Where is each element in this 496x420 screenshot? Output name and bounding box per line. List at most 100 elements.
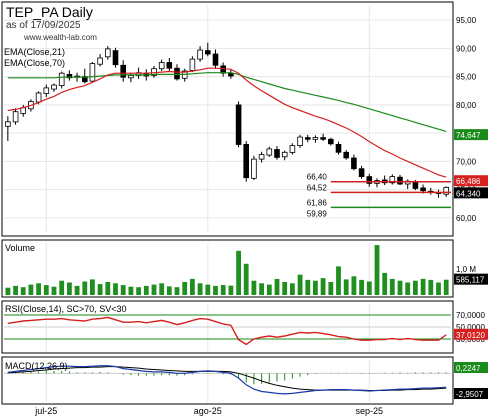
volume-bar — [290, 283, 295, 295]
volume-bar — [443, 279, 449, 295]
candle-body — [189, 58, 196, 71]
volume-bar — [374, 245, 380, 295]
ema-lines — [7, 67, 447, 178]
ema21-last-text: 66,486 — [456, 177, 481, 186]
legend-ema21: EMA(Close,21) — [4, 47, 65, 57]
volume-title: Volume — [5, 243, 35, 253]
candle-body — [5, 121, 11, 127]
volume-bar — [190, 278, 195, 295]
x-tick-label: ago-25 — [194, 406, 222, 416]
volume-bar — [243, 263, 249, 295]
candle-body — [443, 186, 449, 195]
volume-bar — [159, 283, 165, 295]
volume-bar — [236, 250, 241, 295]
volume-bar — [366, 281, 372, 295]
candle-body — [105, 48, 111, 58]
axis-labels: 60,0065,0070,0075,0080,0085,0090,0095,00… — [34, 16, 488, 416]
candle-body — [297, 136, 303, 147]
volume-bar — [336, 266, 341, 295]
price-ytick-label: 80,00 — [456, 101, 477, 110]
candle-body — [97, 57, 103, 65]
candle-body — [204, 50, 211, 55]
volume-bar — [397, 280, 403, 295]
volume-bar — [297, 274, 303, 295]
candle-body — [389, 176, 396, 184]
candle-body — [251, 158, 257, 179]
volume-bar — [151, 284, 157, 295]
volume-bar — [182, 282, 188, 295]
candle-body — [366, 176, 373, 184]
candle-body — [343, 151, 349, 159]
candle-body — [112, 50, 119, 66]
volume-bar — [166, 286, 172, 295]
rsi-title: RSI(Close,14), SC>70, SV<30 — [5, 304, 127, 314]
volume-bar — [389, 278, 395, 295]
volume-bar — [305, 279, 311, 295]
macd-last-text: 0,2247 — [456, 364, 481, 373]
low-mark-label: 59,89 — [307, 209, 328, 218]
volume-bar — [405, 282, 411, 295]
candle-body — [89, 63, 96, 82]
volume-bar — [43, 285, 49, 295]
volume-bar — [351, 276, 357, 295]
volume-bar — [174, 287, 180, 295]
signal-last-box — [454, 388, 488, 399]
legend-ema70: EMA(Close,70) — [4, 58, 65, 68]
volume-bar — [436, 282, 441, 295]
volume-bar — [282, 282, 288, 295]
candle-body — [166, 62, 173, 69]
candle-body — [304, 137, 311, 140]
candle-body — [66, 74, 73, 79]
ema21-line — [7, 67, 447, 178]
chart-date: as of 17/09/2025 — [6, 20, 81, 31]
x-tick-label: sep-25 — [355, 406, 383, 416]
ema70-last-box — [454, 129, 488, 141]
volume-bar — [251, 280, 257, 295]
volume-bar — [82, 281, 88, 295]
resistance-upper-label: 66,40 — [307, 173, 328, 182]
rsi-last-box — [454, 328, 488, 340]
candle-body — [397, 176, 403, 185]
candle-body — [351, 157, 357, 170]
macd-last-box — [454, 362, 488, 373]
volume-bar — [143, 285, 149, 295]
volume-bar — [413, 280, 418, 295]
price-ytick-label: 85,00 — [456, 73, 477, 82]
candle-body — [43, 87, 50, 94]
ema70-line — [7, 72, 447, 132]
candle-body — [158, 62, 165, 70]
candle-body — [120, 64, 127, 78]
x-tick-label: jul-25 — [34, 406, 57, 416]
volume-bar — [28, 284, 34, 295]
rsi-line — [7, 316, 447, 346]
candle-body — [58, 72, 65, 86]
price-ytick-label: 60,00 — [456, 214, 477, 223]
candle-body — [197, 49, 203, 60]
volume-bar — [59, 280, 65, 295]
volume-bar — [74, 285, 80, 295]
rsi-ytick-label: 70,0000 — [456, 311, 485, 320]
volume-bar — [359, 279, 364, 295]
resistance-lower-label: 64,52 — [307, 183, 328, 192]
ema21-last-box — [454, 175, 488, 187]
price-ytick-label: 90,00 — [456, 44, 477, 53]
candle-body — [258, 154, 265, 160]
volume-bar — [213, 285, 218, 295]
support-label: 61,86 — [307, 198, 328, 207]
volume-bar — [420, 278, 426, 295]
rsi-ytick-label: 50,0000 — [456, 323, 485, 332]
volume-bar — [259, 283, 264, 295]
candle-body — [327, 138, 334, 145]
volume-bar — [313, 280, 318, 295]
volume-bar — [13, 285, 18, 295]
volume-ytick-label: 1,0 M — [456, 265, 476, 274]
close-last-text: 64,340 — [456, 189, 481, 198]
volume-bar — [197, 283, 203, 295]
volume-bar — [220, 285, 226, 295]
close-last-box — [454, 187, 488, 199]
volume-bar — [51, 286, 57, 295]
candle-body — [335, 143, 342, 153]
candle-body — [266, 148, 273, 156]
